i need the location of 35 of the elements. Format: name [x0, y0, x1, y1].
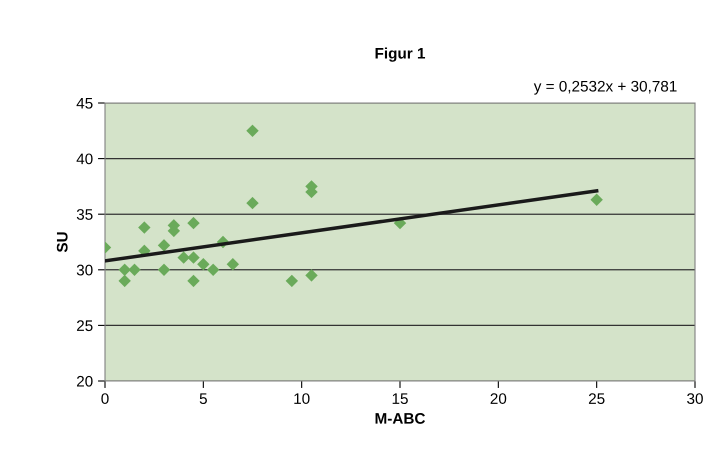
- y-tick-label: 20: [76, 376, 93, 387]
- x-tick-label: 30: [687, 393, 703, 404]
- point: [305, 269, 318, 282]
- x-tick-label: 5: [200, 393, 207, 404]
- point: [187, 274, 200, 288]
- point: [590, 194, 603, 206]
- point: [128, 264, 141, 276]
- point: [187, 216, 200, 230]
- x-tick-label: 0: [101, 393, 109, 404]
- text: y = 0,2532x + 30,781: [534, 80, 677, 95]
- x-axis-title: M-ABC: [376, 413, 426, 424]
- point: [158, 239, 170, 252]
- point: [138, 221, 151, 234]
- y-tick-label: 40: [76, 153, 93, 164]
- point: [158, 264, 170, 276]
- y-tick-label: 25: [76, 320, 93, 332]
- point: [197, 258, 210, 270]
- point: [246, 124, 259, 138]
- point: [246, 196, 259, 210]
- point: [286, 274, 298, 288]
- point: [118, 274, 131, 288]
- y-tick-label: 45: [76, 98, 93, 109]
- point: [177, 251, 190, 264]
- x-tick-label: 20: [490, 393, 506, 404]
- x-tick-label: 10: [294, 393, 310, 404]
- y-axis-title: SU: [56, 232, 68, 252]
- point: [118, 264, 131, 276]
- x-tick-label: 15: [392, 393, 408, 404]
- point: [187, 251, 200, 264]
- point: [206, 264, 220, 276]
- point: [226, 258, 240, 270]
- x-tick-label: 25: [588, 393, 605, 404]
- y-tick-label: 30: [76, 264, 93, 276]
- y-tick-label: 35: [76, 209, 93, 220]
- chart-title: Figur 1: [376, 47, 426, 62]
